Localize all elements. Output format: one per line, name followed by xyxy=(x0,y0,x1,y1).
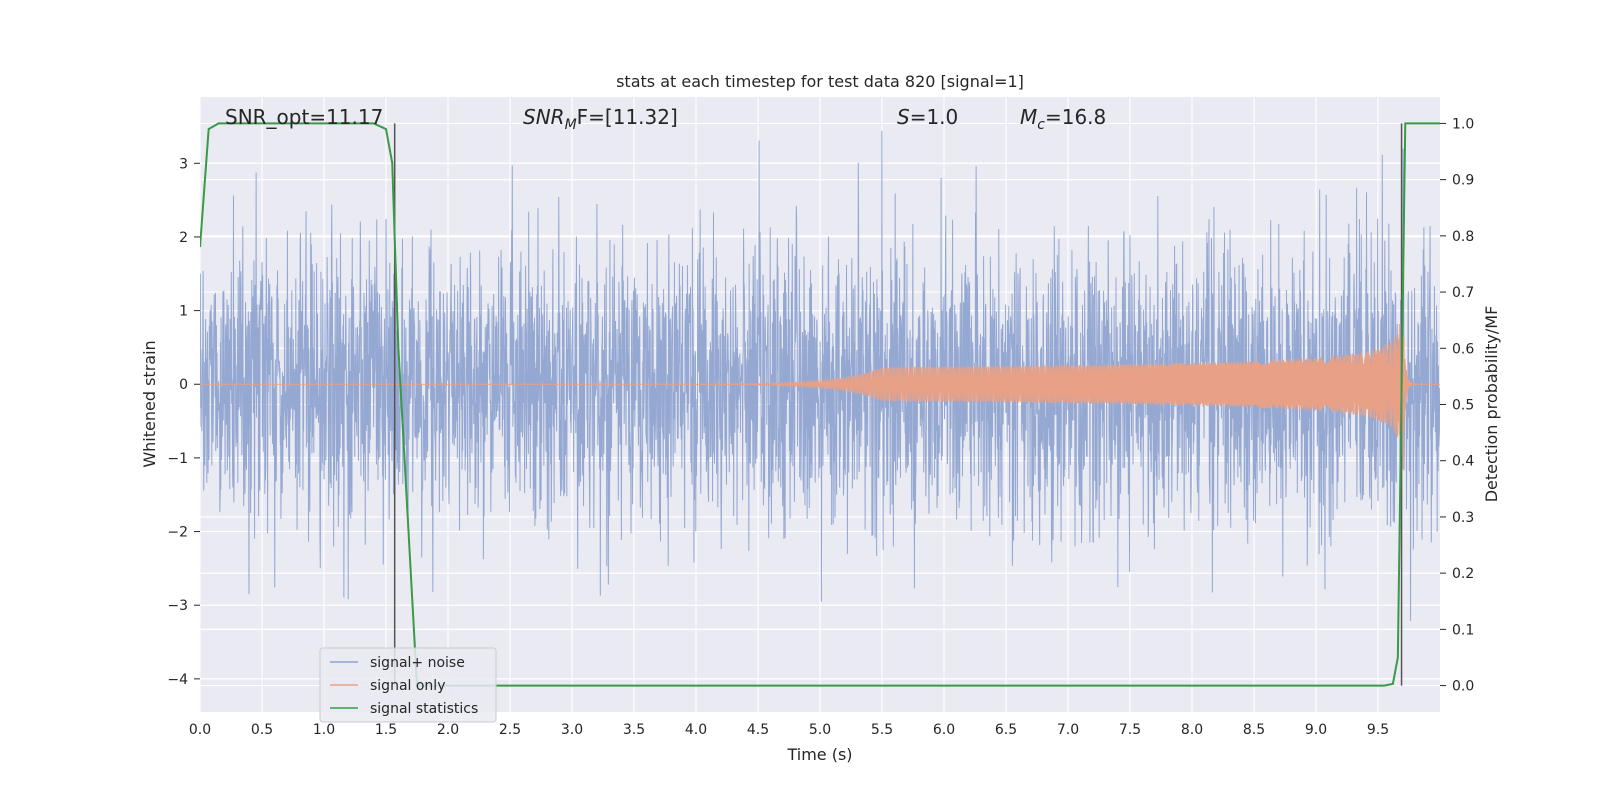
x-tick-label: 8.0 xyxy=(1181,722,1203,738)
x-tick-label: 7.0 xyxy=(1057,722,1079,738)
legend: signal+ noise signal only signal statist… xyxy=(319,647,497,723)
x-tick-label: 2.5 xyxy=(499,722,521,738)
x-tick-labels: 0.0 0.5 1.0 1.5 2.0 2.5 3.0 3.5 4.0 4.5 5.0 5.5 6.0 6… xyxy=(189,722,1389,738)
y2-tick-label: 1.0 xyxy=(1452,116,1474,132)
x-tick-label: 4.0 xyxy=(685,722,707,738)
chart-title: stats at each timestep for test data 820… xyxy=(616,72,1024,91)
y-tick-label: 2 xyxy=(179,230,188,246)
y-tick-label: 1 xyxy=(179,304,188,320)
y2-tick-label: 0.3 xyxy=(1452,510,1474,526)
x-tick-label: 6.0 xyxy=(933,722,955,738)
y2-tick-label: 0.9 xyxy=(1452,173,1474,189)
y-tick-label: 0 xyxy=(179,377,188,393)
legend-label-noise: signal+ noise xyxy=(370,655,465,671)
series-signal-statistics xyxy=(200,122,1440,687)
x-tick-label: 0.5 xyxy=(251,722,273,738)
x-tick-label: 9.0 xyxy=(1305,722,1327,738)
annotation-snr-opt: SNR_opt=11.17 xyxy=(225,105,383,129)
snr-mf-subscript: M xyxy=(565,117,577,133)
y2-tick-label: 0.8 xyxy=(1452,229,1474,245)
y-tick-label: −4 xyxy=(167,672,188,688)
x-tick-label: 7.5 xyxy=(1119,722,1141,738)
y2-tick-label: 0.6 xyxy=(1452,341,1474,357)
x-tick-label: 1.0 xyxy=(313,722,335,738)
y2-tick-label: 0.7 xyxy=(1452,285,1474,301)
x-tick-label: 5.0 xyxy=(809,722,831,738)
s-variable: S xyxy=(897,105,910,129)
series-signal-only xyxy=(200,299,1440,500)
annotation-mc: Mc=16.8 xyxy=(1020,105,1106,133)
x-tick-label: 0.0 xyxy=(189,722,211,738)
x-tick-label: 2.0 xyxy=(437,722,459,738)
y2-tick-label: 0.1 xyxy=(1452,622,1474,638)
legend-box xyxy=(319,647,497,723)
y2-axis-label: Detection probability/MF xyxy=(1482,306,1501,503)
mc-variable: M xyxy=(1020,105,1037,129)
x-tick-label: 9.5 xyxy=(1367,722,1389,738)
x-tick-label: 5.5 xyxy=(871,722,893,738)
x-tick-label: 3.5 xyxy=(623,722,645,738)
y-tick-labels: 3 2 1 0 −1 −2 −3 −4 xyxy=(167,156,200,688)
y-tick-label: −3 xyxy=(167,598,188,614)
annotation-snr-mf: SNRMF=[11.32] xyxy=(523,105,678,133)
y2-tick-label: 0.0 xyxy=(1452,679,1474,695)
x-tick-label: 4.5 xyxy=(747,722,769,738)
snr-mf-prefix: SNR xyxy=(523,105,565,129)
annotation-s: S=1.0 xyxy=(897,105,958,129)
y-tick-label: 3 xyxy=(179,156,188,172)
y2-tick-label: 0.2 xyxy=(1452,566,1474,582)
mc-value: =16.8 xyxy=(1045,105,1106,129)
x-tick-label: 1.5 xyxy=(375,722,397,738)
y-axis-label: Whitened strain xyxy=(140,340,159,467)
s-value: =1.0 xyxy=(910,105,959,129)
legend-label-signal: signal only xyxy=(370,678,445,694)
y2-tick-label: 0.4 xyxy=(1452,454,1474,470)
x-axis-label: Time (s) xyxy=(786,745,852,764)
x-tick-label: 3.0 xyxy=(561,722,583,738)
y2-tick-label: 0.5 xyxy=(1452,398,1474,414)
snr-mf-suffix: F=[11.32] xyxy=(577,105,678,129)
y-tick-label: −1 xyxy=(167,451,188,467)
y-tick-label: −2 xyxy=(167,525,188,541)
plot-area xyxy=(200,122,1440,687)
x-tick-label: 6.5 xyxy=(995,722,1017,738)
mc-subscript: c xyxy=(1037,117,1045,133)
series-signal-plus-noise xyxy=(200,130,1440,622)
legend-label-stats: signal statistics xyxy=(370,701,478,717)
x-tick-label: 8.5 xyxy=(1243,722,1265,738)
y2-tick-labels: 1.0 0.9 0.8 0.7 0.6 0.5 0.4 0.3 0.2 0.1 0.0 xyxy=(1440,116,1474,695)
